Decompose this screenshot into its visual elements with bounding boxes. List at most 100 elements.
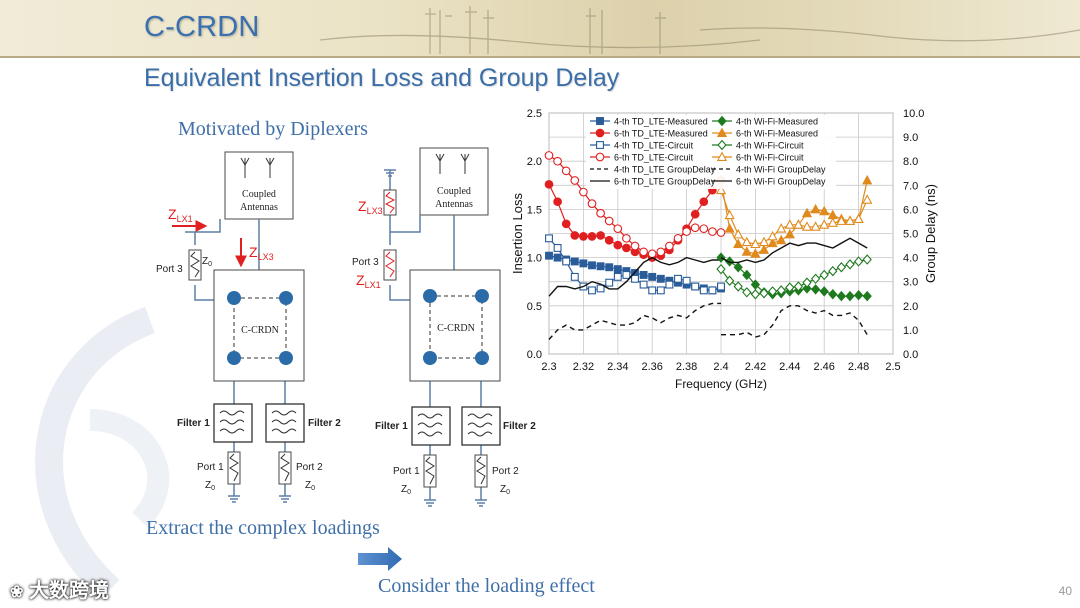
- chart-point-1-17: [690, 209, 700, 219]
- right-node-tl: [423, 289, 437, 303]
- consider-label: Consider the loading effect: [378, 575, 595, 597]
- chart-y2tick-label: 5.0: [903, 229, 918, 241]
- chart-ytick-label: 0.0: [527, 349, 542, 361]
- chart-point-2-1: [553, 244, 562, 252]
- chart-point-7-3: [741, 246, 752, 256]
- chart-point-9-3: [741, 236, 752, 247]
- chart-point-3-12: [647, 249, 657, 259]
- chart-point-6-3: [742, 269, 752, 281]
- right-filter2-icon: [467, 413, 493, 437]
- chart-point-3-13: [656, 247, 666, 257]
- chart-point-9-6: [767, 230, 778, 241]
- chart-point-2-8: [613, 272, 622, 281]
- chart-point-6-1: [724, 256, 735, 267]
- chart-point-2-19: [708, 286, 717, 295]
- chart-point-7-1: [724, 223, 735, 233]
- chart-xtick-label: 2.36: [641, 361, 662, 373]
- chart-point-9-8: [784, 219, 795, 229]
- chart-point-8-3: [742, 287, 752, 298]
- chart-point-0-11: [639, 271, 648, 279]
- chart-point-2-0: [545, 234, 553, 243]
- chart-legend-marker-1: [595, 128, 605, 138]
- chart-point-3-19: [708, 227, 717, 236]
- chart-point-9-11: [810, 221, 821, 231]
- chart-point-6-10: [802, 283, 812, 294]
- chart-point-8-9: [793, 281, 804, 292]
- chart-ytick-label: 2.5: [527, 108, 542, 120]
- page-number: 40: [1058, 584, 1072, 598]
- chart-point-9-9: [793, 219, 804, 229]
- chart-legend-marker-6: [717, 115, 727, 127]
- chart-xlabel: Frequency (GHz): [675, 377, 767, 391]
- left-node-br: [279, 351, 293, 365]
- chart-legend-label-7: 6-th Wi-Fi-Measured: [736, 129, 818, 139]
- chart-point-1-9: [622, 243, 631, 253]
- chart-xtick-label: 2.4: [713, 361, 728, 373]
- chart-series-line-5: [548, 256, 721, 297]
- chart-legend-label-4: 4-th TD_LTE GroupDelay: [614, 165, 716, 175]
- left-wires: [185, 219, 286, 496]
- chart-point-3-17: [690, 223, 700, 233]
- chart-point-8-7: [776, 285, 786, 296]
- right-antenna-label-2: Antennas: [435, 199, 473, 210]
- chart-legend-marker-2: [596, 141, 604, 149]
- right-node-bl: [423, 351, 437, 365]
- chart-point-9-15: [844, 215, 856, 225]
- left-port3-label: Port 3: [156, 264, 183, 275]
- slide-subtitle: Equivalent Insertion Loss and Group Dela…: [144, 64, 620, 92]
- chart-point-9-7: [776, 223, 787, 233]
- chart-point-2-12: [648, 286, 657, 295]
- chart-point-8-10: [802, 277, 812, 288]
- chart-point-9-4: [750, 238, 761, 249]
- right-wires: [389, 170, 482, 500]
- chart-y2tick-label: 9.0: [903, 132, 918, 144]
- chart-y2tick-label: 4.0: [903, 253, 918, 265]
- right-core-label: C-CRDN: [437, 323, 475, 334]
- chart-y2label: Group Delay (ns): [923, 184, 938, 283]
- chart-point-9-13: [827, 217, 838, 227]
- left-antenna-box: [224, 151, 294, 220]
- chart-point-2-9: [622, 271, 631, 279]
- chart-point-1-8: [613, 240, 623, 250]
- left-antenna-icon: [240, 157, 275, 178]
- chart-point-9-5: [758, 236, 770, 247]
- chart-point-9-17: [862, 194, 873, 204]
- slide-title: C-CRDN: [144, 11, 260, 43]
- chart-point-3-2: [561, 166, 571, 176]
- chart-point-3-5: [587, 199, 597, 208]
- right-arrow-icon: [358, 547, 402, 571]
- right-top-ground-icon: [384, 169, 396, 177]
- chart-y2tick-label: 0.0: [903, 349, 918, 361]
- chart-point-3-4: [579, 187, 588, 197]
- chart-legend-label-9: 6-th Wi-Fi-Circuit: [736, 153, 804, 163]
- chart-point-8-4: [750, 289, 761, 300]
- left-port1-label: Port 1: [197, 462, 224, 473]
- left-circuit-diagram: Coupled Antennas ZLX1 ZLX3 Port 3 Z0: [156, 151, 341, 503]
- chart-point-8-2: [733, 281, 743, 292]
- chart-point-9-14: [836, 215, 847, 225]
- chart-ylabel: Insertion Loss: [510, 193, 525, 274]
- right-filter1-icon: [417, 413, 443, 437]
- chart-ytick-label: 0.5: [527, 301, 542, 313]
- chart-point-6-15: [845, 290, 855, 302]
- chart-point-3-9: [622, 233, 631, 243]
- chart-point-1-0: [544, 179, 554, 189]
- chart-legend-label-2: 4-th TD_LTE-Circuit: [614, 141, 694, 151]
- chart-point-0-8: [613, 265, 622, 274]
- chart-point-0-7: [605, 263, 614, 272]
- chart-point-8-1: [724, 275, 735, 286]
- chart-point-2-10: [631, 274, 639, 283]
- chart-point-3-6: [596, 208, 605, 218]
- chart-point-2-6: [596, 284, 605, 293]
- chart-xtick-label: 2.34: [607, 361, 628, 373]
- left-filter1-label: Filter 1: [177, 418, 210, 429]
- left-antenna-label-1: Coupled: [242, 189, 276, 200]
- chart-point-0-3: [570, 257, 579, 266]
- chart-point-3-14: [665, 241, 674, 251]
- right-antenna-icon: [435, 153, 470, 174]
- chart-point-0-6: [596, 262, 605, 271]
- left-node-bl: [227, 351, 241, 365]
- svg-text:Z0: Z0: [401, 484, 411, 496]
- chart-y2tick-label: 6.0: [903, 204, 918, 216]
- chart-point-7-10: [801, 207, 813, 218]
